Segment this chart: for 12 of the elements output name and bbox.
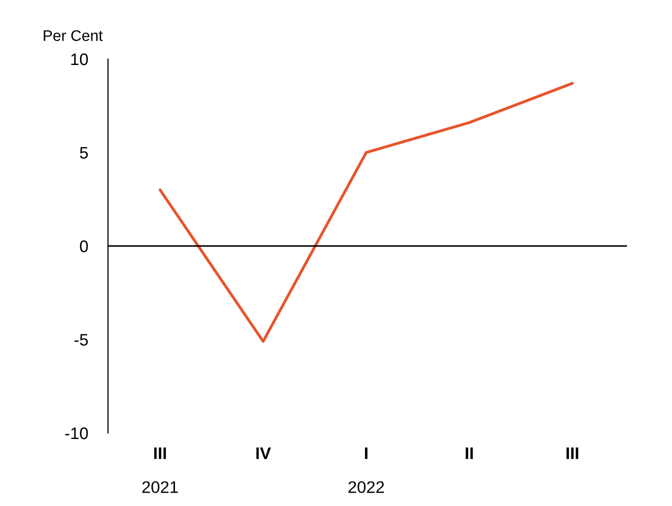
x-tick-label: III (566, 448, 578, 459)
y-tick-label: 10 (71, 53, 88, 66)
y-tick-label: 0 (80, 240, 88, 252)
x-tick-label: IV (256, 448, 271, 459)
y-tick-label: 5 (80, 147, 88, 159)
y-tick-label: -10 (65, 427, 88, 440)
y-axis-title: Per Cent (44, 30, 103, 42)
x-tick-label: II (466, 448, 473, 459)
category-label: I 2022 (348, 448, 384, 494)
category-label: III 2021 (142, 448, 178, 494)
line-series (158, 82, 574, 343)
y-tick-label: -5 (74, 334, 88, 346)
